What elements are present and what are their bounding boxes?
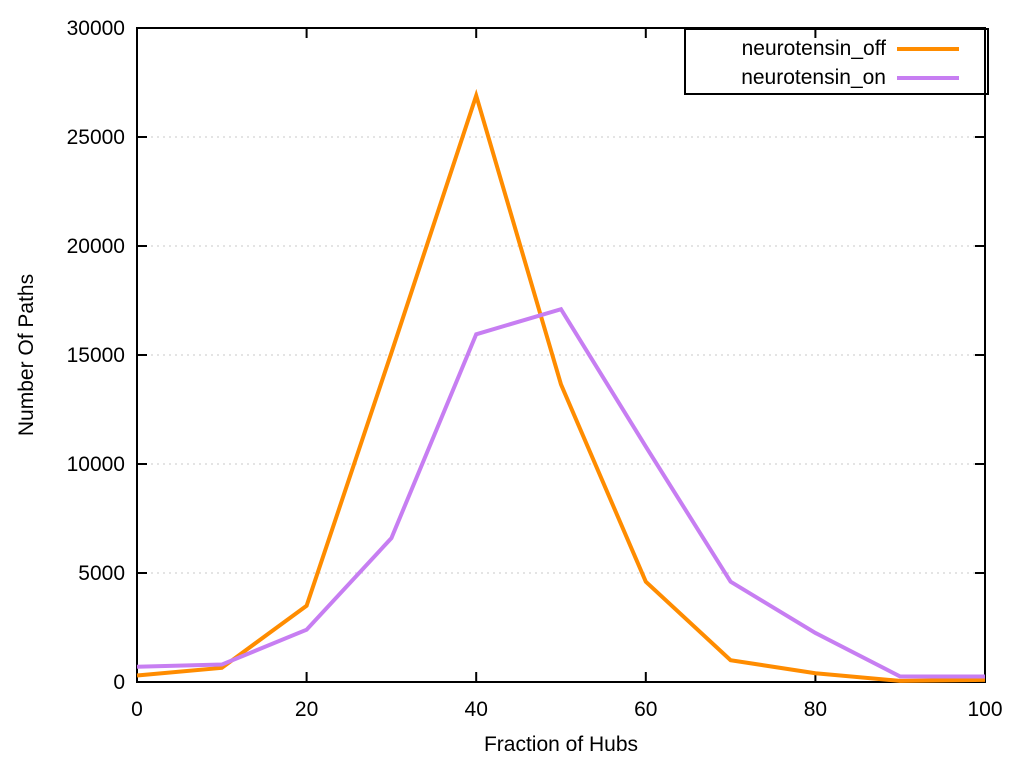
y-axis-label: Number Of Paths	[15, 273, 38, 437]
x-axis-label: Fraction of Hubs	[483, 733, 639, 756]
y-tick-label: 20000	[67, 235, 125, 258]
x-tick-label: 80	[804, 698, 827, 721]
legend-label: neurotensin_off	[741, 36, 886, 60]
legend-item-neurotensin-off: neurotensin_off	[742, 34, 959, 64]
legend-line-sample	[897, 46, 959, 51]
legend: neurotensin_off neurotensin_on	[684, 28, 989, 95]
legend-label: neurotensin_on	[741, 66, 886, 90]
x-tick-label: 100	[967, 698, 1002, 721]
legend-line-sample	[897, 76, 959, 81]
y-tick-label: 5000	[78, 562, 125, 585]
x-tick-label: 40	[465, 698, 488, 721]
x-tick-label: 0	[131, 698, 143, 721]
y-tick-label: 0	[113, 671, 125, 694]
legend-item-neurotensin-on: neurotensin_on	[741, 64, 959, 94]
series-line-neurotensin_on	[136, 306, 985, 679]
x-tick-label: 20	[295, 698, 318, 721]
y-tick-label: 25000	[67, 126, 125, 149]
y-tick-label: 30000	[67, 17, 125, 40]
y-tick-label: 10000	[67, 453, 125, 476]
series-line-neurotensin_off	[136, 88, 986, 683]
y-tick-label: 15000	[67, 344, 125, 367]
x-tick-label: 60	[634, 698, 657, 721]
